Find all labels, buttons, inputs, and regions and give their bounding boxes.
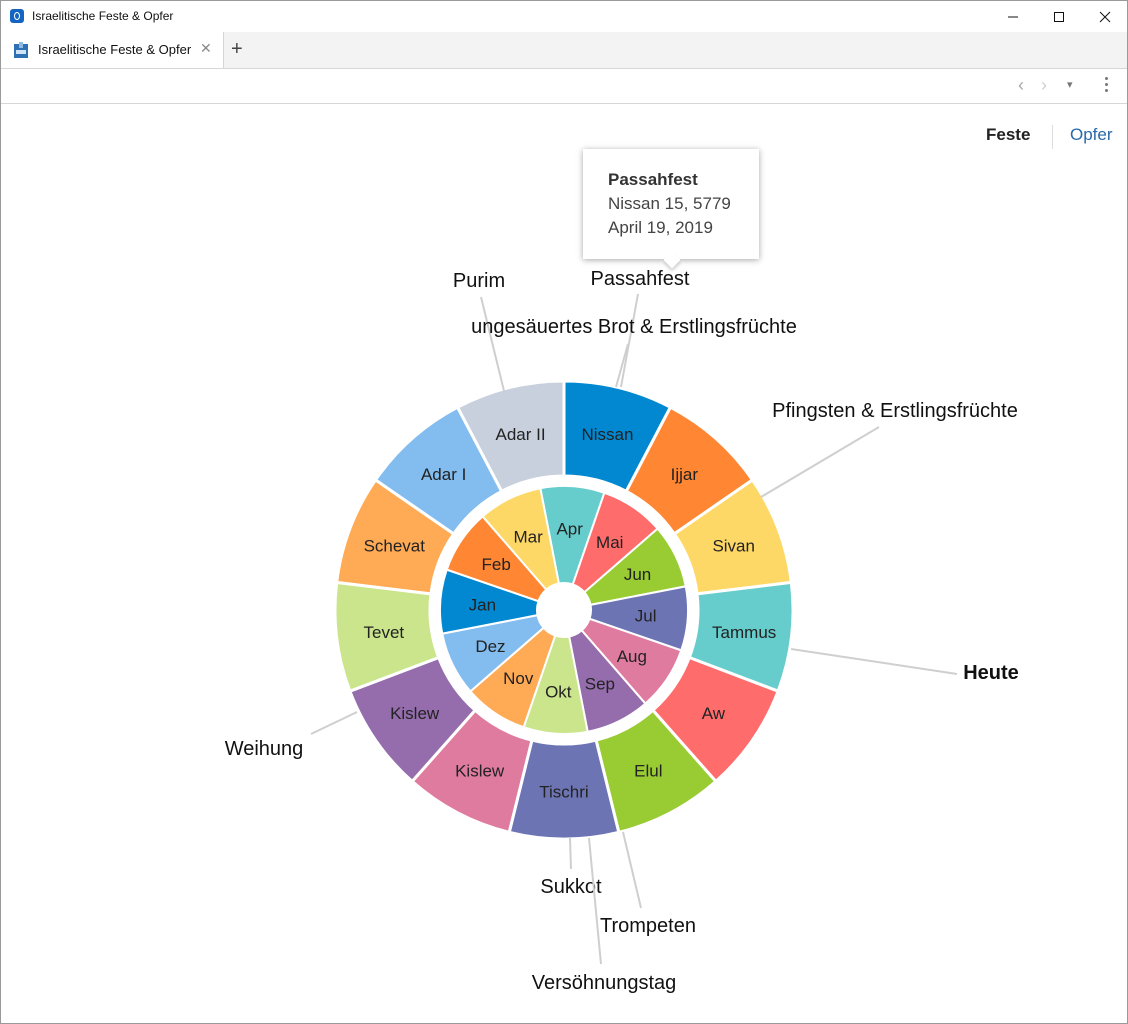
hebrew-month-label: Tischri bbox=[539, 783, 588, 802]
tooltip-hebrew-date: Nissan 15, 5779 bbox=[608, 194, 731, 213]
hebrew-month-label: Ijjar bbox=[671, 465, 699, 484]
feast-label[interactable]: Heute bbox=[963, 662, 1019, 684]
hebrew-month-label: Sivan bbox=[712, 537, 755, 556]
feast-label[interactable]: Versöhnungstag bbox=[532, 972, 677, 994]
gregorian-month-label: Sep bbox=[585, 675, 615, 694]
maximize-icon bbox=[1054, 11, 1064, 22]
title-bar: Israelitische Feste & Opfer bbox=[1, 1, 1127, 32]
hebrew-month-label: Kislew bbox=[455, 762, 505, 781]
toolbar: ‹ › ▾ bbox=[1, 69, 1127, 104]
feast-leader-line bbox=[622, 831, 642, 909]
app-logo-icon bbox=[10, 9, 24, 23]
minimize-icon bbox=[1008, 16, 1018, 17]
back-arrow-icon[interactable]: ‹ bbox=[1018, 75, 1024, 95]
calendar-wheel: Nissan Ijjar Sivan Tammus Aw Elul Tischri Kisle… bbox=[225, 268, 1019, 994]
feast-label[interactable]: ungesäuertes Brot & Erstlingsfrüchte bbox=[471, 316, 797, 338]
gregorian-month-label: Aug bbox=[617, 647, 647, 666]
tooltip-title: Passahfest bbox=[608, 170, 698, 189]
feast-leader-line bbox=[310, 711, 358, 735]
feast-label[interactable]: Passahfest bbox=[591, 268, 690, 290]
gregorian-month-label: Dez bbox=[475, 637, 505, 656]
hebrew-month-segment[interactable] bbox=[455, 379, 566, 494]
view-switcher: Feste Opfer bbox=[1, 125, 1127, 149]
feast-leader-line bbox=[569, 837, 572, 870]
feast-leader-line bbox=[588, 837, 602, 965]
tab-active[interactable]: Israelitische Feste & Opfer ✕ bbox=[1, 32, 224, 68]
hebrew-month-label: Elul bbox=[634, 762, 662, 781]
tab-feste[interactable]: Feste bbox=[986, 125, 1031, 144]
window-title: Israelitische Feste & Opfer bbox=[32, 9, 174, 23]
tab-strip: Israelitische Feste & Opfer ✕ + bbox=[1, 32, 1127, 69]
gregorian-month-label: Jul bbox=[635, 607, 657, 626]
close-icon bbox=[1099, 11, 1111, 22]
feast-leader-line bbox=[480, 296, 505, 392]
gregorian-month-label: Okt bbox=[545, 683, 572, 702]
gregorian-month-label: Jun bbox=[624, 565, 651, 584]
gregorian-month-label: Mar bbox=[513, 527, 543, 546]
feast-leader-line bbox=[615, 343, 629, 388]
hebrew-month-label: Kislew bbox=[390, 704, 440, 723]
gregorian-month-label: Jan bbox=[469, 595, 496, 614]
hebrew-month-label: Aw bbox=[702, 704, 726, 723]
new-tab-button[interactable]: + bbox=[231, 38, 243, 60]
view-switcher-divider bbox=[1052, 125, 1053, 149]
tab-opfer[interactable]: Opfer bbox=[1070, 125, 1113, 144]
feast-leader-line bbox=[790, 648, 958, 675]
gregorian-month-label: Apr bbox=[556, 519, 583, 538]
tooltip-gregorian-date: April 19, 2019 bbox=[608, 218, 713, 237]
feast-leader-line bbox=[620, 293, 639, 388]
gregorian-month-label: Mai bbox=[596, 533, 623, 552]
hebrew-month-label: Tevet bbox=[364, 623, 405, 642]
feast-label[interactable]: Pfingsten & Erstlingsfrüchte bbox=[772, 400, 1018, 422]
close-window-button[interactable] bbox=[1082, 1, 1128, 32]
history-dropdown-icon[interactable]: ▾ bbox=[1067, 79, 1073, 91]
maximize-button[interactable] bbox=[1036, 1, 1082, 32]
tab-label: Israelitische Feste & Opfer bbox=[38, 42, 192, 57]
gregorian-month-label: Nov bbox=[503, 669, 534, 688]
feast-leader-line bbox=[760, 426, 880, 498]
feast-label[interactable]: Purim bbox=[453, 270, 505, 292]
minimize-button[interactable] bbox=[990, 1, 1036, 32]
book-icon bbox=[14, 42, 28, 58]
more-options-icon[interactable] bbox=[1102, 74, 1112, 92]
hebrew-month-label: Adar II bbox=[496, 425, 546, 444]
feast-label[interactable]: Trompeten bbox=[600, 915, 696, 937]
forward-arrow-icon[interactable]: › bbox=[1041, 75, 1047, 95]
close-tab-icon[interactable]: ✕ bbox=[200, 40, 212, 56]
wheel-center-hole bbox=[537, 583, 591, 637]
feast-tooltip: Passahfest Nissan 15, 5779 April 19, 201… bbox=[583, 149, 759, 259]
feast-label[interactable]: Sukkot bbox=[540, 876, 602, 898]
feast-label[interactable]: Weihung bbox=[225, 738, 304, 760]
hebrew-month-label: Nissan bbox=[581, 425, 633, 444]
gregorian-month-label: Feb bbox=[482, 555, 511, 574]
hebrew-month-label: Tammus bbox=[712, 623, 776, 642]
hebrew-month-label: Adar I bbox=[421, 465, 466, 484]
hebrew-month-label: Schevat bbox=[364, 537, 426, 556]
